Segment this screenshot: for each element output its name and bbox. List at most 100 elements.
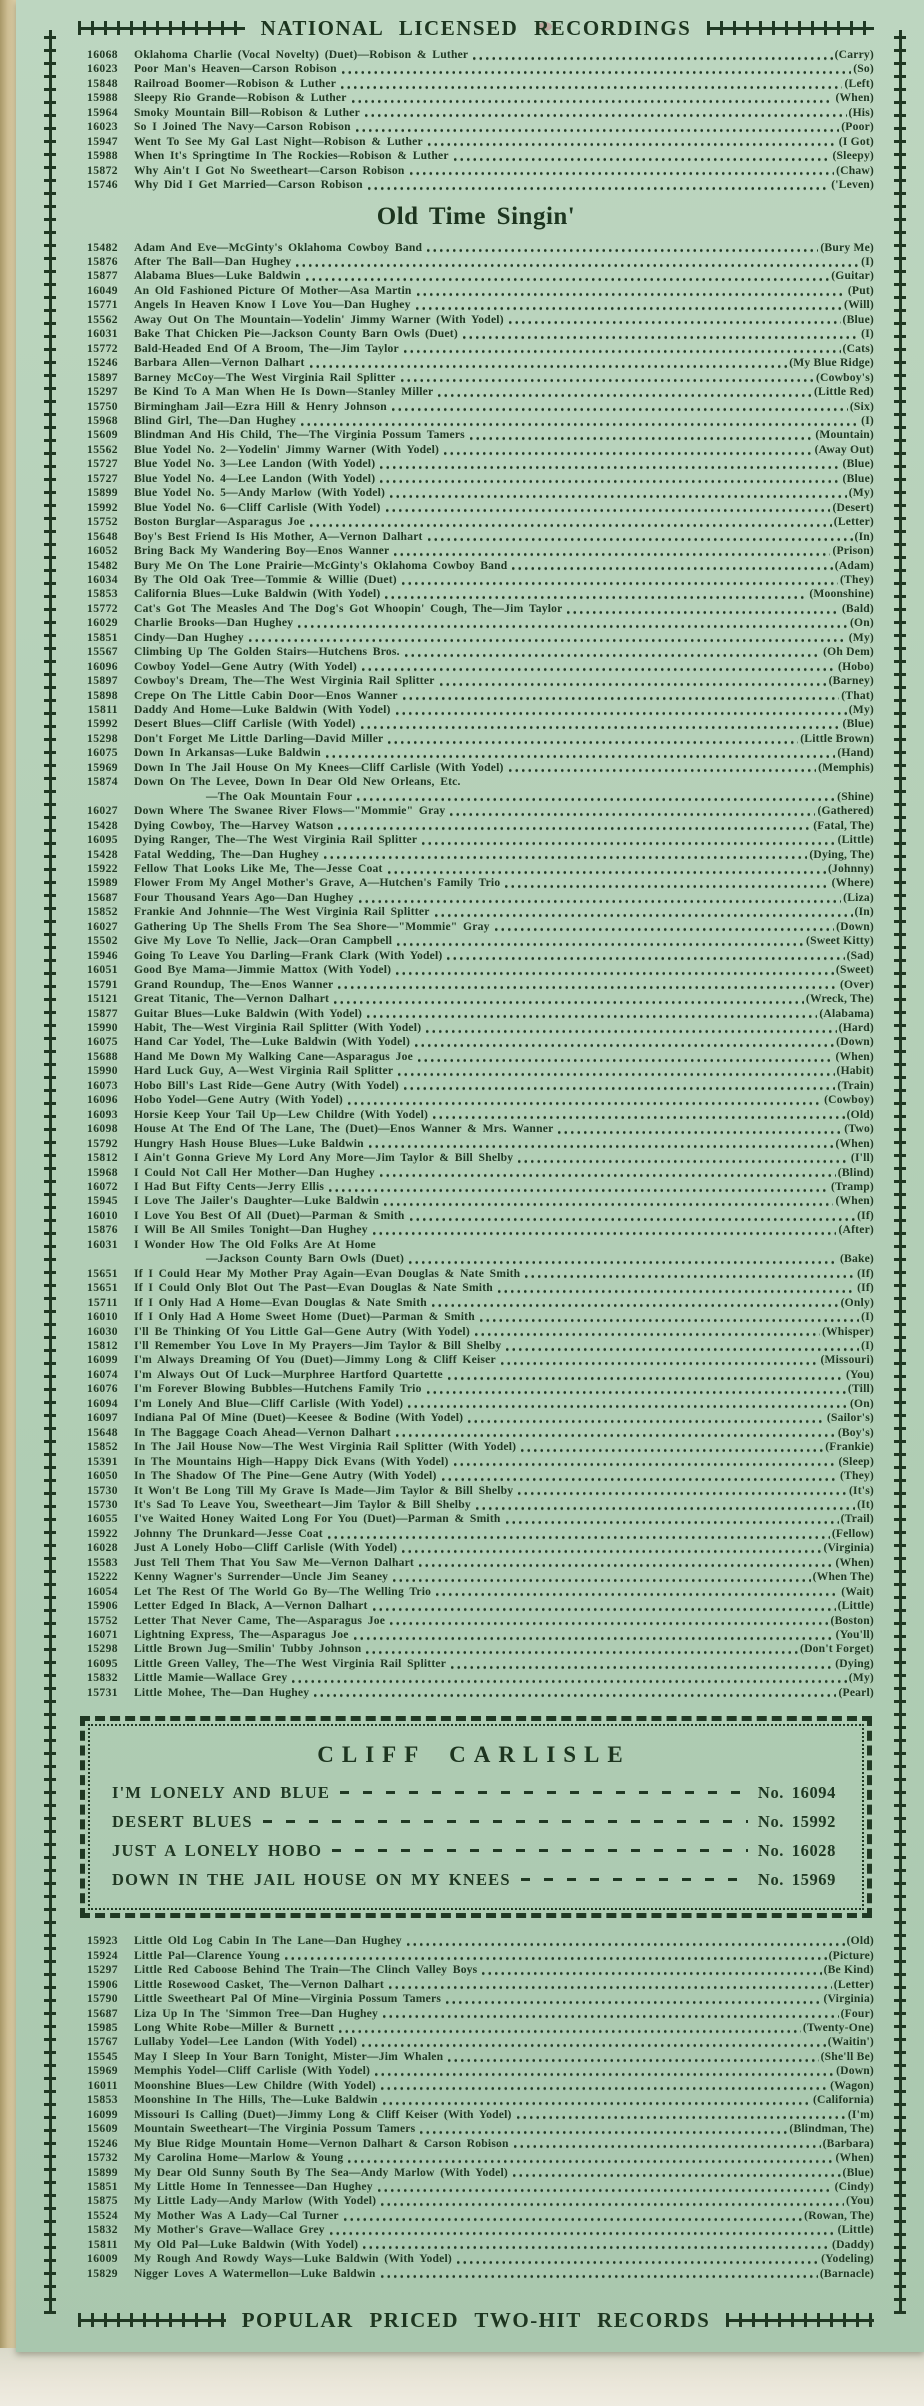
record-row: 16052 Bring Back My Wandering Boy—Enos W…: [78, 544, 874, 559]
catalog-number: 16054: [87, 1584, 118, 1598]
record-title: I've Waited Honey Waited Long For You (D…: [134, 1512, 501, 1526]
flip-side-hint: (Fellow): [831, 1526, 874, 1540]
record-row: 16009 My Rough And Rowdy Ways—Luke Baldw…: [78, 2252, 874, 2267]
record-row: 15877 Alabama Blues—Luke Baldwin (Guitar…: [78, 269, 874, 284]
record-title: Hand Car Yodel, The—Luke Baldwin (With Y…: [134, 1035, 411, 1049]
record-title: Moonshine Blues—Lew Childre (With Yodel): [134, 2078, 376, 2092]
record-row: 15752 Letter That Never Came, The—Aspara…: [78, 1613, 874, 1629]
flip-side-hint: (Chaw): [836, 163, 874, 177]
flip-side-hint: (Sleep): [838, 1454, 874, 1468]
flip-side-hint: (Cats): [842, 341, 874, 355]
record-row: 15832 My Mother's Grave—Wallace Grey (Li…: [78, 2223, 874, 2238]
flip-side-hint: (You): [845, 2194, 874, 2208]
catalog-number: 16051: [87, 963, 118, 977]
catalog-number: 15583: [87, 1555, 118, 1569]
flip-side-hint: (On): [850, 1396, 874, 1410]
dot-leader: [385, 735, 799, 747]
flip-side-hint: (Gathered): [817, 804, 874, 818]
record-title: Lullaby Yodel—Lee Landon (With Yodel): [134, 2035, 358, 2049]
record-title: I Love You Best Of All (Duet)—Parman & S…: [134, 1208, 405, 1222]
dot-leader: [428, 1299, 839, 1311]
record-row: 15829 Nigger Loves A Watermellon—Luke Ba…: [78, 2266, 874, 2282]
flip-side-hint: (Yodeling): [821, 2252, 874, 2266]
dot-leader: [406, 167, 835, 179]
continued-list-section: 15923 Little Old Log Cabin In The Lane—D…: [78, 1934, 874, 2282]
flip-side-hint: (If): [857, 1266, 874, 1280]
record-row: 16023 So I Joined The Navy—Carson Robiso…: [78, 120, 874, 135]
flip-side-hint: (Put): [847, 283, 874, 297]
record-row: 15832 Little Mamie—Wallace Grey (My): [78, 1671, 874, 1686]
scan-backdrop: [0, 2348, 924, 2406]
record-title: Long White Robe—Miller & Burnett: [134, 2021, 335, 2035]
dot-leader: [391, 547, 831, 559]
record-title: Let The Rest Of The World Go By—The Well…: [134, 1584, 432, 1598]
flip-side-hint: (Only): [840, 1295, 874, 1309]
record-row: 16096 Cowboy Yodel—Gene Autry (With Yode…: [78, 659, 874, 675]
flip-side-hint: (Blue): [842, 457, 874, 471]
record-row: 16096 Hobo Yodel—Gene Autry (With Yodel)…: [78, 1093, 874, 1108]
dot-leader: [450, 1458, 837, 1470]
record-row: 15812 I Ain't Gonna Grieve My Lord Any M…: [78, 1151, 874, 1166]
record-row: 15121 Great Titanic, The—Vernon Dalhart …: [78, 992, 874, 1007]
chain-ornament-left: [78, 20, 245, 36]
flip-side-hint: (You'll): [835, 1628, 874, 1642]
dot-leader: [416, 1559, 834, 1571]
record-title: Four Thousand Years Ago—Dan Hughey: [134, 890, 354, 904]
record-title: Blindman And His Child, The—The Virginia…: [134, 428, 465, 442]
flip-side-hint: (Barnacle): [819, 2266, 874, 2280]
record-title: Good Bye Mama—Jimmie Mattox (With Yodel): [134, 963, 392, 977]
catalog-number: 16068: [87, 48, 118, 61]
catalog-number: 15988: [87, 149, 118, 163]
flip-side-hint: (Barbara): [822, 2136, 874, 2150]
catalog-number: 15482: [87, 558, 118, 572]
record-row: 16050 In The Shadow Of The Pine—Gene Aut…: [78, 1469, 874, 1484]
catalog-number: 15752: [87, 1613, 118, 1627]
catalog-number: 16010: [87, 1208, 118, 1222]
flip-side-hint: (Where): [831, 876, 874, 890]
dot-leader: [340, 2212, 803, 2224]
flip-side-hint: (Alabama): [819, 1006, 874, 1020]
record-title: Down In Arkansas—Luke Baldwin: [134, 746, 321, 760]
dot-leader: [377, 2082, 829, 2094]
catalog-number: 16096: [87, 659, 118, 673]
catalog-number: 15567: [87, 645, 118, 659]
flip-side-hint: (When): [835, 1555, 874, 1569]
record-title: I Love The Jailer's Daughter—Luke Baldwi…: [134, 1194, 379, 1208]
dot-leader: [331, 995, 804, 1007]
flip-side-hint: (I Got): [838, 134, 874, 148]
dot-leader: [398, 576, 838, 588]
dot-leader: [377, 460, 841, 472]
flip-side-hint: (Daddy): [832, 2237, 874, 2251]
flip-side-hint: (Hand): [837, 746, 874, 760]
record-title: In The Jail House Now—The West Virginia …: [134, 1440, 517, 1454]
dot-leader: [400, 345, 841, 357]
flip-side-hint: (Oh Dem): [823, 645, 874, 659]
record-row: 15687 Four Thousand Years Ago—Dan Hughey…: [78, 890, 874, 906]
catalog-number: 16009: [87, 2252, 118, 2266]
record-row: 15875 My Little Lady—Andy Marlow (With Y…: [78, 2194, 874, 2209]
catalog-number: 15968: [87, 1165, 118, 1179]
record-row: 16072 I Had But Fifty Cents—Jerry Ellis …: [78, 1179, 874, 1195]
dot-leader: [401, 648, 822, 660]
dot-leader: [295, 619, 848, 631]
record-row: 16051 Good Bye Mama—Jimmie Mattox (With …: [78, 963, 874, 978]
record-title: If I Could Hear My Mother Pray Again—Eva…: [134, 1266, 521, 1280]
catalog-number: 15851: [87, 2180, 118, 2193]
dot-leader: [443, 1995, 822, 2007]
record-row: 15727 Blue Yodel No. 4—Lee Landon (With …: [78, 472, 874, 487]
cliff-carlisle-heading: CLIFF CARLISLE: [317, 1742, 631, 1768]
flip-side-hint: (Down): [836, 919, 874, 933]
record-row: 16094 I'm Lonely And Blue—Cliff Carlisle…: [78, 1396, 874, 1412]
dot-leader: [403, 1937, 845, 1949]
catalog-number: 15922: [87, 862, 118, 876]
record-title: In The Shadow Of The Pine—Gene Autry (Wi…: [134, 1469, 437, 1483]
flip-side-hint: (Letter): [833, 515, 874, 529]
dot-leader: [430, 1111, 845, 1123]
record-row: 16027 Down Where The Swanee River Flows—…: [78, 804, 874, 819]
catalog-number: 15688: [87, 1049, 118, 1063]
record-row: 15852 In The Jail House Now—The West Vir…: [78, 1440, 874, 1455]
record-row: 15609 Mountain Sweetheart—The Virginia P…: [78, 2122, 874, 2137]
dot-leader: [509, 2169, 841, 2180]
record-title: I Had But Fifty Cents—Jerry Ellis: [134, 1179, 325, 1193]
flip-side-hint: (Shine): [837, 789, 874, 803]
